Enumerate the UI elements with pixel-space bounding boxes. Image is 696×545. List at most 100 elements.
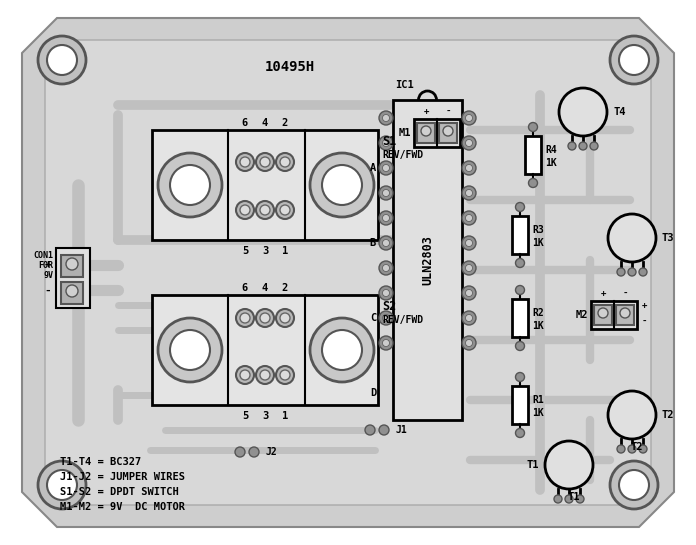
Circle shape	[276, 309, 294, 327]
Circle shape	[617, 268, 625, 276]
Text: T3: T3	[662, 233, 674, 243]
Polygon shape	[22, 18, 674, 527]
Text: 4: 4	[262, 118, 268, 128]
Circle shape	[310, 318, 374, 382]
Circle shape	[240, 157, 250, 167]
Text: 5: 5	[242, 246, 248, 256]
Text: J2: J2	[266, 447, 278, 457]
Circle shape	[322, 165, 362, 205]
Circle shape	[276, 201, 294, 219]
Bar	[393, 100, 462, 420]
Text: 1: 1	[282, 411, 288, 421]
Bar	[61, 255, 83, 277]
Circle shape	[249, 447, 259, 457]
Circle shape	[565, 495, 573, 503]
Circle shape	[528, 123, 537, 131]
Bar	[61, 282, 83, 304]
Text: R1: R1	[532, 395, 544, 405]
Circle shape	[462, 261, 476, 275]
Circle shape	[365, 425, 375, 435]
Text: T1-T4 = BC327: T1-T4 = BC327	[60, 457, 141, 467]
Text: 1K: 1K	[532, 321, 544, 331]
Text: 3: 3	[262, 411, 268, 421]
Circle shape	[276, 366, 294, 384]
Circle shape	[579, 142, 587, 150]
Circle shape	[379, 261, 393, 275]
Text: D: D	[370, 388, 376, 398]
Circle shape	[47, 470, 77, 500]
Circle shape	[619, 470, 649, 500]
Text: +: +	[423, 106, 429, 116]
Circle shape	[383, 239, 390, 246]
Text: T2: T2	[662, 410, 674, 420]
Text: R2: R2	[532, 308, 544, 318]
Text: R3: R3	[532, 225, 544, 235]
Circle shape	[240, 313, 250, 323]
Circle shape	[280, 313, 290, 323]
Circle shape	[610, 36, 658, 84]
Circle shape	[158, 318, 222, 382]
Circle shape	[619, 45, 649, 75]
Text: 2: 2	[282, 118, 288, 128]
Bar	[439, 123, 457, 143]
Text: M2: M2	[576, 310, 588, 320]
Text: 1K: 1K	[545, 158, 557, 168]
Text: REV/FWD: REV/FWD	[382, 150, 423, 160]
Circle shape	[516, 286, 525, 294]
Circle shape	[462, 236, 476, 250]
Text: T4: T4	[613, 107, 626, 117]
Text: +: +	[45, 259, 51, 269]
Circle shape	[379, 336, 393, 350]
Circle shape	[379, 111, 393, 125]
Text: J1-J2 = JUMPER WIRES: J1-J2 = JUMPER WIRES	[60, 472, 185, 482]
Bar	[414, 119, 460, 147]
Circle shape	[516, 258, 525, 268]
Text: 2: 2	[282, 283, 288, 293]
Circle shape	[240, 370, 250, 380]
Circle shape	[516, 372, 525, 381]
Bar	[417, 123, 435, 143]
Circle shape	[620, 308, 630, 318]
Circle shape	[236, 309, 254, 327]
Text: 1: 1	[282, 246, 288, 256]
Circle shape	[260, 205, 270, 215]
Circle shape	[66, 285, 78, 297]
Text: -: -	[622, 288, 628, 298]
Circle shape	[443, 126, 453, 136]
Text: T2: T2	[631, 442, 643, 452]
Circle shape	[462, 211, 476, 225]
Text: T1: T1	[568, 492, 580, 502]
Bar	[616, 305, 634, 325]
Text: 3: 3	[262, 246, 268, 256]
Bar	[56, 248, 90, 308]
Text: J1: J1	[396, 425, 408, 435]
Circle shape	[383, 289, 390, 296]
Circle shape	[256, 366, 274, 384]
Text: B: B	[370, 238, 376, 248]
Text: -: -	[45, 286, 51, 296]
Text: T1: T1	[526, 460, 539, 470]
Bar	[512, 299, 528, 337]
Circle shape	[466, 289, 473, 296]
Circle shape	[383, 165, 390, 172]
Circle shape	[280, 205, 290, 215]
Circle shape	[466, 340, 473, 347]
Circle shape	[260, 370, 270, 380]
Text: CON1: CON1	[33, 251, 53, 261]
Circle shape	[462, 286, 476, 300]
Circle shape	[322, 330, 362, 370]
Circle shape	[462, 311, 476, 325]
Circle shape	[462, 161, 476, 175]
Text: 5: 5	[242, 411, 248, 421]
Circle shape	[466, 114, 473, 122]
Text: 6: 6	[242, 118, 248, 128]
Circle shape	[466, 165, 473, 172]
Text: S2: S2	[382, 300, 396, 313]
Circle shape	[280, 370, 290, 380]
Circle shape	[639, 268, 647, 276]
Circle shape	[462, 111, 476, 125]
Circle shape	[66, 258, 78, 270]
Circle shape	[383, 140, 390, 147]
Text: S1: S1	[382, 135, 396, 148]
Bar	[512, 386, 528, 424]
